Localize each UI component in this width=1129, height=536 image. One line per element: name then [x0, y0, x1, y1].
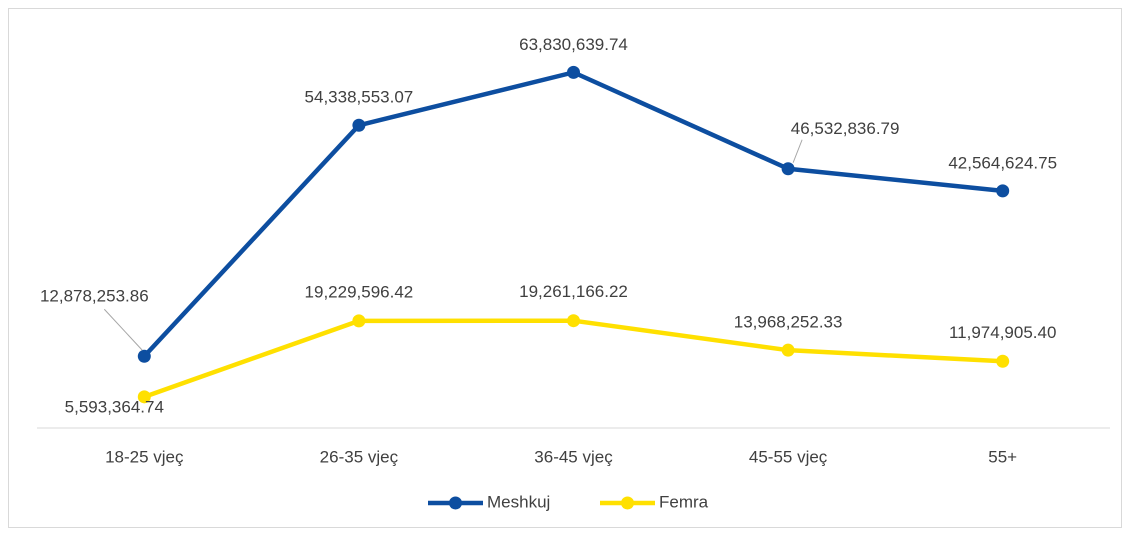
data-point	[137, 349, 151, 363]
data-label: 19,261,166.22	[519, 282, 628, 301]
legend-label: Femra	[659, 492, 709, 511]
legend-label: Meshkuj	[487, 492, 550, 511]
x-tick-label: 55+	[988, 447, 1017, 466]
x-tick-label: 18-25 vjeç	[105, 447, 184, 466]
leader-line	[103, 308, 143, 351]
data-label: 19,229,596.42	[305, 282, 414, 301]
data-label: 54,338,553.07	[305, 88, 414, 107]
data-label: 11,974,905.40	[949, 323, 1056, 342]
data-label: 13,968,252.33	[734, 313, 843, 332]
data-point	[567, 314, 580, 328]
data-label: 12,878,253.86	[40, 287, 149, 306]
legend-marker	[449, 496, 462, 510]
legend-marker	[621, 496, 634, 510]
data-point	[996, 184, 1010, 198]
data-label: 5,593,364.74	[65, 397, 164, 416]
x-tick-label: 36-45 vjeç	[534, 447, 613, 466]
chart-frame	[8, 8, 1122, 528]
leader-line	[792, 139, 803, 163]
data-point	[781, 343, 795, 357]
data-point	[352, 314, 366, 328]
data-label: 46,532,836.79	[791, 119, 900, 138]
data-point	[996, 354, 1010, 368]
x-tick-label: 45-55 vjeç	[749, 447, 828, 466]
data-label: 42,564,624.75	[948, 153, 1057, 172]
data-point	[781, 162, 795, 176]
data-point	[567, 65, 580, 79]
x-tick-label: 26-35 vjeç	[320, 447, 399, 466]
data-point	[137, 390, 151, 404]
data-label: 63,830,639.74	[519, 35, 628, 54]
data-point	[352, 118, 366, 132]
